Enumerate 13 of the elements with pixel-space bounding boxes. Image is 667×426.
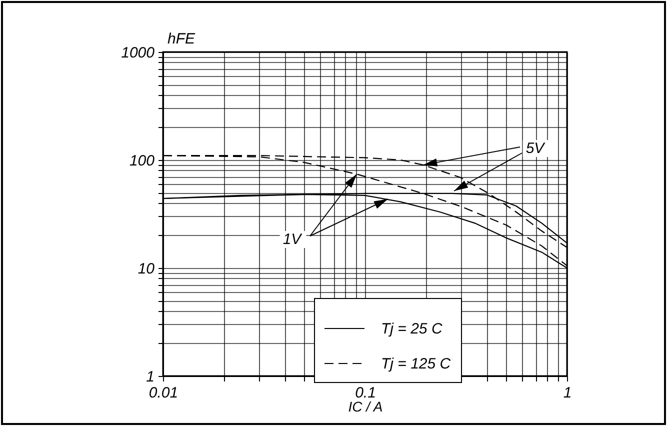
- y-tick-label: 100: [129, 152, 156, 170]
- legend-label: Tj = 125 C: [381, 356, 451, 372]
- x-tick-label: 0.1: [355, 384, 376, 402]
- y-tick-label: 1000: [121, 44, 156, 62]
- annotation: 5V: [526, 140, 546, 157]
- annotation: 1V: [282, 231, 304, 248]
- y-axis-title: hFE: [168, 30, 196, 48]
- y-tick-label: 1: [146, 368, 154, 386]
- x-tick-label: 1: [563, 384, 572, 402]
- x-tick-label: 0.01: [148, 384, 178, 402]
- legend-label: Tj = 25 C: [381, 320, 442, 338]
- x-axis-title: IC / A: [348, 398, 383, 414]
- y-tick-label: 10: [138, 260, 156, 278]
